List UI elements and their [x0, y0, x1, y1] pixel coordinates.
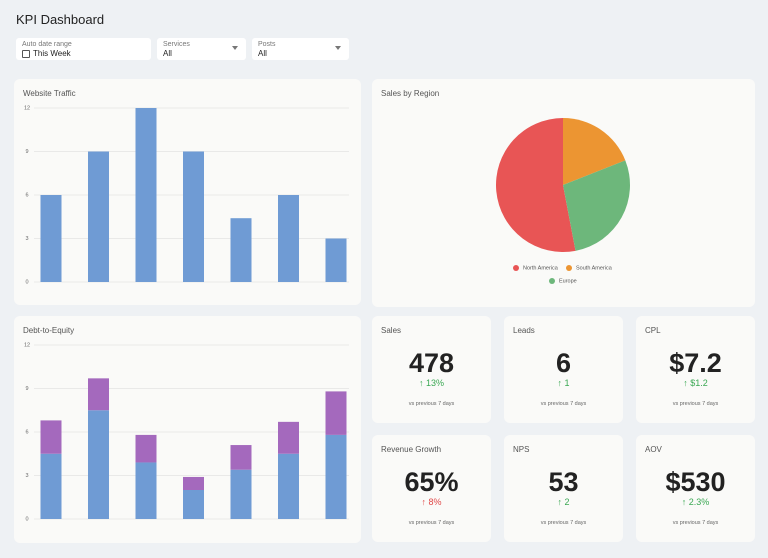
pie-slice [563, 160, 630, 251]
dropdown-label: Services [163, 41, 190, 48]
kpi-card: Revenue Growth 65% ↑ 8% vs previous 7 days [372, 435, 491, 542]
y-tick-label: 12 [24, 105, 30, 111]
chart-panel: Debt-to-Equity 0 3 6 9 12 [14, 316, 361, 543]
bar [183, 151, 204, 282]
kpi-value: $7.2 [669, 348, 722, 378]
kpi-change: ↑ 2.3% [681, 497, 710, 507]
kpi-value: $530 [665, 467, 726, 497]
dropdown[interactable]: Auto date range This Week [16, 38, 151, 60]
legend-swatch [549, 278, 555, 284]
bar-segment [135, 434, 157, 463]
y-tick-label: 9 [25, 149, 28, 155]
kpi-note: vs previous 7 days [540, 520, 587, 526]
kpi-card: Leads 6 ↑ 1 vs previous 7 days [504, 316, 623, 423]
dropdown-value: All [163, 49, 172, 58]
bar-segment [278, 421, 299, 454]
caret-icon [232, 46, 238, 50]
y-tick-label: 3 [25, 473, 28, 479]
bar-segment [230, 445, 252, 470]
bar [40, 195, 62, 282]
y-tick-label: 3 [25, 236, 28, 242]
dropdown-label: Posts [258, 41, 276, 48]
kpi-card: Sales 478 ↑ 13% vs previous 7 days [372, 316, 491, 423]
kpi-note: vs previous 7 days [672, 520, 719, 526]
kpi-note: vs previous 7 days [408, 401, 455, 407]
bar [325, 238, 347, 282]
legend-label: Europe [559, 278, 577, 284]
bar-segment [135, 462, 157, 519]
kpi-card: CPL $7.2 ↑ $1.2 vs previous 7 days [636, 316, 755, 423]
legend-swatch [566, 265, 572, 271]
bar-segment [88, 378, 109, 411]
y-tick-label: 12 [24, 342, 30, 348]
dropdown[interactable]: Posts All [252, 38, 349, 60]
kpi-value: 53 [548, 467, 579, 497]
kpi-value: 65% [404, 467, 459, 497]
kpi-note: vs previous 7 days [540, 401, 587, 407]
bar [230, 218, 252, 282]
chart-title: Sales by Region [381, 89, 440, 98]
y-tick-label: 0 [25, 279, 28, 285]
chart-panel: Website Traffic 0 3 6 9 12 [14, 79, 361, 305]
kpi-label: CPL [645, 326, 661, 335]
dropdown-value: This Week [33, 49, 71, 58]
bar-segment [278, 453, 299, 519]
bar-segment [183, 476, 204, 490]
caret-icon [335, 46, 341, 50]
y-tick-label: 6 [25, 192, 28, 198]
legend-swatch [513, 265, 519, 271]
page-title: KPI Dashboard [16, 12, 105, 27]
kpi-change: ↑ 8% [421, 497, 442, 507]
chart: 0 3 6 9 12 [24, 342, 349, 522]
chart-title: Debt-to-Equity [23, 326, 75, 335]
y-tick-label: 0 [25, 516, 28, 522]
kpi-change: ↑ $1.2 [683, 378, 708, 388]
kpi-change: ↑ 1 [557, 378, 570, 388]
kpi-label: Revenue Growth [381, 445, 442, 454]
kpi-note: vs previous 7 days [672, 401, 719, 407]
chart-title: Website Traffic [23, 89, 76, 98]
kpi-card: NPS 53 ↑ 2 vs previous 7 days [504, 435, 623, 542]
kpi-change: ↑ 13% [418, 378, 444, 388]
dropdown-label: Auto date range [22, 41, 72, 48]
kpi-label: Leads [513, 326, 535, 335]
kpi-change: ↑ 2 [557, 497, 570, 507]
legend-label: North America [523, 265, 559, 271]
calendar-icon [22, 50, 30, 58]
kpi-label: NPS [513, 445, 530, 454]
kpi-value: 6 [555, 348, 572, 378]
chart-panel: Sales by Region North America South Americ… [372, 79, 755, 307]
kpi-value: 478 [408, 348, 455, 378]
kpi-card: AOV $530 ↑ 2.3% vs previous 7 days [636, 435, 755, 542]
bar-segment [40, 453, 62, 519]
bar-segment [183, 490, 204, 519]
y-tick-label: 9 [25, 386, 28, 392]
bar [135, 108, 157, 282]
bar-segment [40, 420, 62, 454]
bar [88, 151, 109, 282]
chart: 0 3 6 9 12 [24, 105, 349, 285]
pie-slice [496, 118, 576, 252]
chart: North America South America Europe [496, 118, 630, 284]
kpi-label: AOV [645, 445, 662, 454]
bar-segment [325, 434, 347, 519]
bar-segment [325, 391, 347, 435]
dropdown-value: All [258, 49, 267, 58]
dropdown[interactable]: Services All [157, 38, 246, 60]
legend-label: South America [576, 265, 613, 271]
kpi-label: Sales [381, 326, 402, 335]
pie-slice [563, 118, 626, 185]
bar-segment [88, 410, 109, 519]
bar [278, 195, 299, 282]
kpi-note: vs previous 7 days [408, 520, 455, 526]
y-tick-label: 6 [25, 429, 28, 435]
bar-segment [230, 469, 252, 519]
